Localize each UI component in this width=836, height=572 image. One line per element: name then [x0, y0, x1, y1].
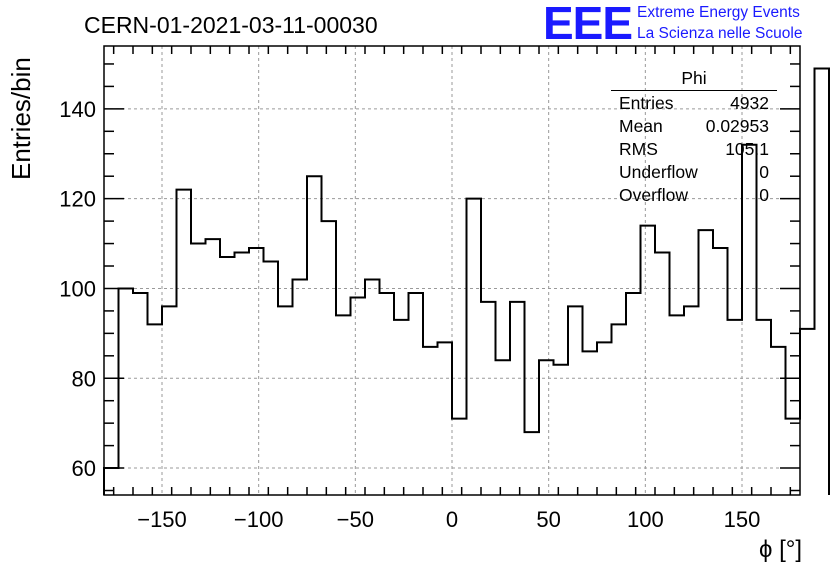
stats-label: Overflow — [619, 185, 689, 205]
histogram-outline — [103, 67, 830, 495]
stats-row-mean: Mean 0.02953 — [611, 115, 777, 138]
logo-line-1: Extreme Energy Events — [637, 4, 800, 21]
y-tick-label: 100 — [59, 276, 96, 301]
y-tick-label: 120 — [59, 187, 96, 212]
plot-frame — [103, 45, 801, 496]
stats-label: Entries — [619, 93, 674, 113]
stats-label: Underflow — [619, 162, 698, 182]
y-axis-label: Entries/bin — [6, 57, 36, 180]
y-tick-label: 140 — [59, 97, 96, 122]
stats-value: 0 — [759, 185, 769, 205]
stats-label: RMS — [619, 139, 658, 159]
stats-label: Mean — [619, 116, 663, 136]
y-tick-label: 60 — [72, 456, 96, 481]
stats-value: 0 — [759, 162, 769, 182]
stats-value: 0.02953 — [705, 116, 769, 136]
stats-title: Phi — [611, 66, 777, 91]
x-tick-label: 0 — [446, 507, 458, 532]
x-tick-label: −50 — [337, 507, 374, 532]
tick-labels: −150 −100 −50 0 50 100 150 60 80 100 120 140 — [59, 97, 760, 532]
stats-row-rms: RMS 105.1 — [611, 138, 777, 161]
axis-ticks — [104, 46, 800, 495]
stats-box: Phi Entries 4932 Mean 0.02953 RMS 105.1 … — [611, 66, 777, 207]
stats-row-underflow: Underflow 0 — [611, 161, 777, 184]
x-tick-label: −150 — [137, 507, 187, 532]
stats-value: 105.1 — [725, 139, 769, 159]
y-tick-label: 80 — [72, 366, 96, 391]
x-tick-label: 100 — [627, 507, 664, 532]
x-tick-label: −100 — [234, 507, 284, 532]
grid-lines — [104, 46, 800, 495]
logo-line-2: La Scienza nelle Scuole — [637, 25, 803, 42]
stats-row-entries: Entries 4932 — [611, 92, 777, 115]
eee-logo: EEE — [543, 0, 633, 49]
chart-title: CERN-01-2021-03-11-00030 — [84, 12, 378, 38]
stats-row-overflow: Overflow 0 — [611, 184, 777, 207]
stats-value: 4932 — [730, 93, 769, 113]
x-tick-label: 150 — [724, 507, 761, 532]
x-axis-label: ϕ [°] — [758, 536, 802, 563]
x-tick-label: 50 — [536, 507, 560, 532]
